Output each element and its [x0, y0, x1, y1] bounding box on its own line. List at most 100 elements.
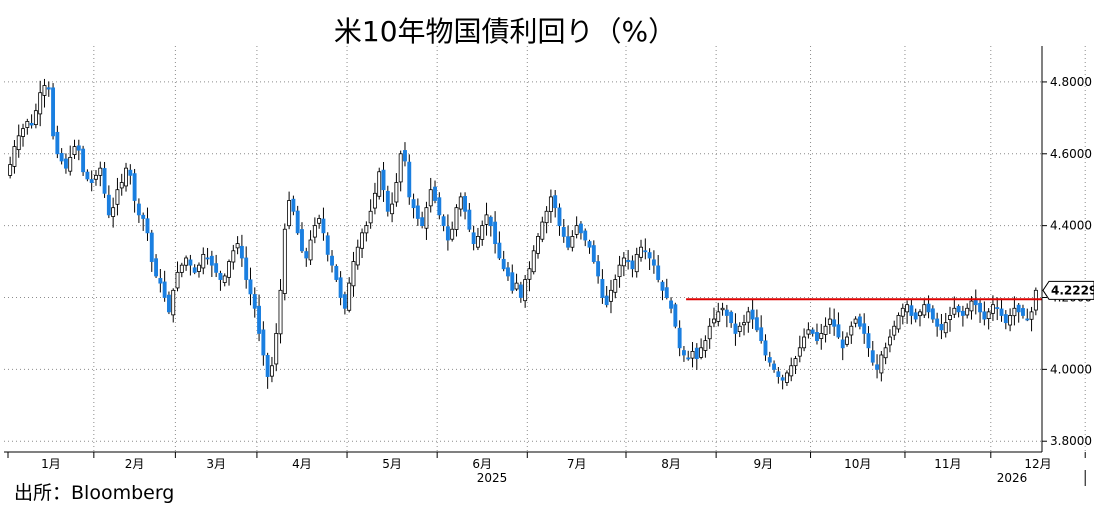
y-tick-label: 4.8000	[1050, 75, 1092, 89]
candle-body	[76, 145, 81, 151]
candle-body	[626, 259, 631, 262]
candle-body	[587, 241, 592, 248]
candle-body	[111, 207, 116, 217]
candle-body	[119, 182, 124, 189]
candle-body	[72, 146, 77, 156]
candle-body	[724, 309, 729, 316]
candle-body	[583, 230, 588, 241]
candle-body	[463, 196, 468, 212]
candle-body	[943, 322, 948, 334]
candle-body	[403, 150, 407, 162]
candle-body	[33, 110, 38, 126]
candle-body	[295, 210, 300, 234]
candle-body	[68, 156, 73, 172]
candle-body	[651, 259, 656, 266]
candle-body	[192, 267, 197, 273]
candle-body	[475, 236, 480, 248]
candle-body	[918, 311, 922, 317]
candle-body	[55, 131, 60, 155]
candle-body	[385, 190, 390, 212]
candle-body	[922, 304, 927, 316]
candle-body	[364, 225, 369, 234]
candle-body	[686, 357, 691, 360]
candle-body	[372, 192, 377, 209]
candle-body	[317, 218, 322, 224]
candle-body	[836, 324, 841, 338]
candle-body	[540, 221, 545, 240]
candle-body	[995, 307, 1000, 309]
candle-body	[188, 259, 193, 266]
candle-body	[879, 354, 884, 374]
source-note: 出所：Bloomberg	[14, 482, 175, 504]
candle-body	[930, 308, 935, 320]
candle-body	[510, 272, 515, 291]
candle-body	[89, 179, 94, 183]
candle-body	[823, 325, 828, 335]
candle-body	[368, 210, 373, 224]
candle-body	[269, 365, 274, 377]
candle-body	[501, 258, 506, 270]
candle-body	[1003, 314, 1008, 324]
candle-body	[42, 85, 47, 96]
candle-body	[909, 305, 914, 316]
candle-body	[398, 153, 403, 183]
candle-body	[690, 350, 695, 359]
x-month-label: 6月	[472, 457, 492, 471]
candle-body	[63, 158, 68, 169]
candle-body	[407, 161, 412, 198]
candle-body	[424, 207, 429, 229]
candle-body	[596, 261, 601, 277]
candle-body	[617, 264, 622, 278]
candle-body	[566, 236, 571, 248]
candle-body	[8, 164, 13, 176]
candle-body	[990, 304, 995, 314]
candle-body	[467, 209, 472, 230]
candle-body	[175, 271, 180, 289]
candle-body	[360, 232, 365, 249]
candle-body	[699, 347, 704, 358]
candle-body	[913, 312, 918, 320]
candle-body	[154, 258, 159, 277]
candle-body	[394, 182, 399, 203]
candle-body	[896, 315, 901, 330]
candle-body	[321, 218, 326, 234]
candle-body	[1029, 311, 1034, 320]
candle-body	[184, 257, 189, 266]
candle-body	[222, 275, 227, 283]
candle-body	[819, 333, 824, 339]
candle-body	[124, 167, 128, 187]
candle-body	[300, 229, 304, 252]
candle-body	[767, 357, 772, 363]
last-value-tag	[1042, 280, 1094, 300]
candle-body	[536, 236, 540, 254]
candle-body	[857, 316, 862, 327]
candle-body	[815, 332, 819, 342]
candle-body	[433, 186, 437, 201]
candle-body	[681, 350, 686, 356]
candle-body	[484, 214, 489, 225]
candle-body	[802, 336, 807, 349]
candle-body	[669, 300, 674, 309]
x-month-label: 8月	[661, 457, 681, 471]
candle-body	[952, 307, 957, 315]
candle-body	[390, 203, 395, 215]
candle-body	[772, 363, 777, 370]
x-month-label: 7月	[567, 457, 587, 471]
candle-body	[231, 250, 236, 263]
candle-body	[986, 311, 991, 319]
candle-body	[381, 169, 386, 191]
candle-body	[209, 255, 214, 266]
candle-body	[810, 329, 815, 334]
candle-body	[518, 284, 523, 298]
candle-body	[115, 189, 120, 205]
candle-body	[128, 169, 133, 176]
candle-body	[450, 228, 455, 240]
candle-body	[201, 253, 206, 269]
candle-body	[261, 329, 266, 356]
candle-body	[544, 210, 549, 224]
candle-body	[720, 307, 725, 311]
candle-body	[703, 340, 708, 351]
candle-body	[557, 207, 562, 227]
candle-body	[278, 289, 283, 335]
candle-body	[694, 347, 699, 359]
